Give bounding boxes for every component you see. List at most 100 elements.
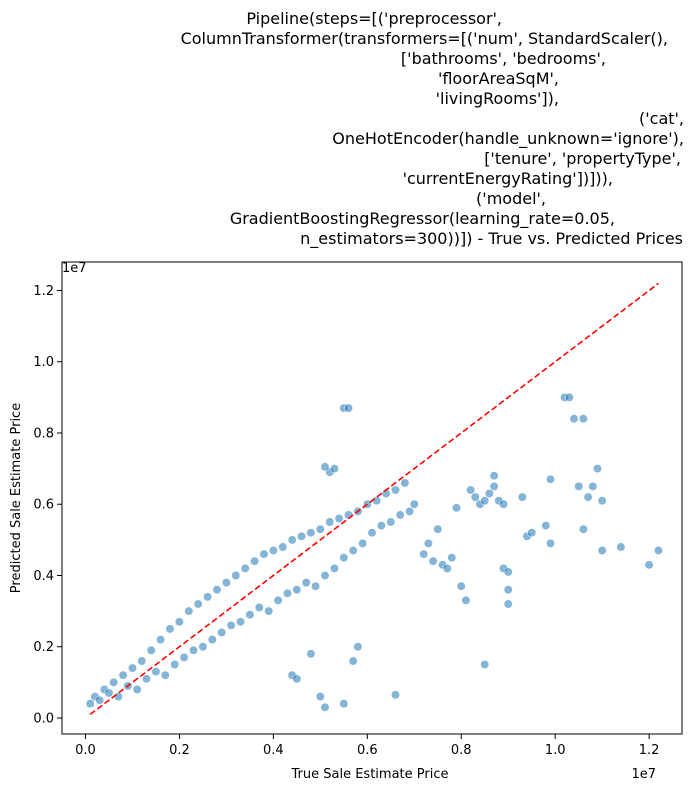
y-axis-label: Predicted Sale Estimate Price <box>9 403 24 593</box>
data-point <box>156 635 166 645</box>
y-tick-label: 0.6 <box>33 498 54 513</box>
data-point <box>236 617 245 627</box>
data-point <box>578 414 588 424</box>
data-point <box>278 542 288 552</box>
data-point <box>297 531 306 541</box>
data-point <box>466 485 476 495</box>
data-point <box>419 549 429 559</box>
data-point <box>339 553 349 563</box>
y-tick-label: 0.0 <box>33 711 54 726</box>
data-point <box>344 403 353 413</box>
title-line: OneHotEncoder(handle_unknown='ignore'), <box>332 129 684 149</box>
data-point <box>391 690 400 700</box>
x-axis-ticks: 0.0 0.2 0.4 0.6 0.8 1.0 1.2 <box>75 734 659 758</box>
data-point <box>376 521 386 531</box>
title-line: ColumnTransformer(transformers=[('num', … <box>181 29 668 48</box>
data-point <box>452 503 461 513</box>
data-point <box>546 538 555 548</box>
data-point <box>456 581 466 591</box>
data-point <box>292 674 302 684</box>
data-point <box>442 563 452 573</box>
data-point <box>391 485 400 495</box>
data-point <box>221 578 231 588</box>
data-point <box>226 620 236 630</box>
data-point <box>583 492 593 502</box>
data-point <box>160 670 170 680</box>
data-point <box>287 535 297 545</box>
data-point <box>541 521 551 531</box>
y-tick-label: 0.2 <box>33 640 54 655</box>
data-point <box>109 677 119 687</box>
x-tick-label: 0.6 <box>357 743 378 758</box>
data-point <box>320 462 330 472</box>
data-point <box>306 528 316 538</box>
x-tick-label: 0.2 <box>169 743 190 758</box>
data-point <box>386 517 396 527</box>
x-tick-label: 1.2 <box>639 743 660 758</box>
data-point <box>428 556 438 566</box>
data-point <box>489 471 499 481</box>
title-line: ['tenure', 'propertyType', <box>484 149 681 168</box>
data-point <box>517 492 527 502</box>
data-point <box>301 578 311 588</box>
scatter-points <box>85 392 663 712</box>
data-point <box>189 645 198 655</box>
data-point <box>597 546 607 555</box>
y-tick-label: 1.2 <box>33 284 54 299</box>
data-point <box>409 499 419 509</box>
data-point <box>128 663 137 673</box>
data-point <box>329 563 339 573</box>
data-point <box>179 652 189 662</box>
data-point <box>170 660 180 669</box>
data-point <box>334 514 344 523</box>
data-point <box>527 528 537 538</box>
data-point <box>259 549 269 559</box>
data-point <box>423 538 433 548</box>
data-point <box>283 588 292 598</box>
data-point <box>654 546 663 555</box>
data-point <box>268 546 278 555</box>
data-point <box>95 695 105 705</box>
data-point <box>132 685 142 694</box>
data-point <box>325 517 335 527</box>
data-point <box>578 524 588 534</box>
data-point <box>433 524 443 534</box>
title-line: 'livingRooms']), <box>436 89 559 108</box>
data-point <box>329 464 339 474</box>
data-point <box>320 702 330 712</box>
data-point <box>315 524 325 534</box>
data-point <box>593 464 602 474</box>
data-point <box>480 660 490 669</box>
data-point <box>503 567 513 577</box>
y-axis-scale-label: 1e7 <box>62 261 87 276</box>
data-point <box>184 606 194 616</box>
data-point <box>564 392 574 402</box>
data-point <box>273 595 283 605</box>
x-axis-label: True Sale Estimate Price <box>291 767 449 782</box>
data-point <box>292 585 302 595</box>
data-point <box>320 571 330 580</box>
data-point <box>484 489 494 498</box>
data-point <box>113 692 123 702</box>
title-line: 'currentEnergyRating'])])), <box>403 169 613 188</box>
data-point <box>546 474 555 484</box>
data-point <box>240 563 250 573</box>
y-tick-label: 0.8 <box>33 426 54 441</box>
reference-line <box>89 282 659 716</box>
x-tick-label: 0.8 <box>451 743 472 758</box>
data-point <box>193 599 203 609</box>
title-line: ('cat', <box>639 109 684 128</box>
title-line: n_estimators=300))]) - True vs. Predicte… <box>300 229 683 249</box>
y-tick-label: 1.0 <box>33 355 54 370</box>
data-point <box>151 667 161 677</box>
title-line: GradientBoostingRegressor(learning_rate=… <box>230 209 615 229</box>
x-tick-label: 0.0 <box>75 743 96 758</box>
data-point <box>207 635 217 645</box>
data-point <box>480 496 490 506</box>
data-point <box>118 670 128 680</box>
data-point <box>616 542 626 552</box>
data-point <box>217 628 227 637</box>
data-point <box>503 585 513 595</box>
data-point <box>245 610 255 620</box>
